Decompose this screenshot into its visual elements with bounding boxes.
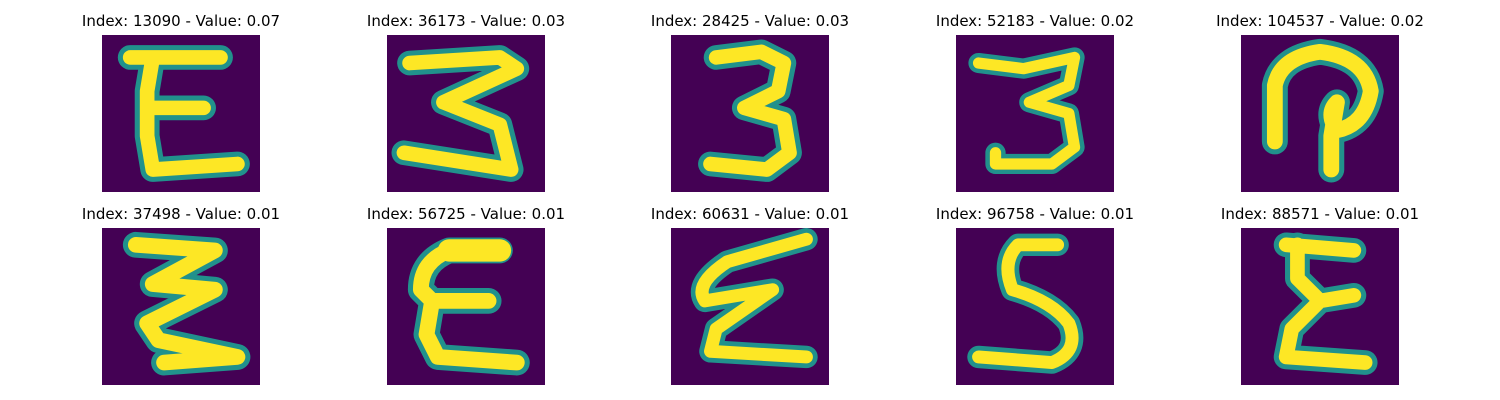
digit-image [1241, 228, 1399, 385]
panel-title: Index: 37498 - Value: 0.01 [81, 205, 281, 223]
digit-image [387, 35, 545, 192]
panel-title: Index: 104537 - Value: 0.02 [1216, 12, 1424, 30]
panel-title: Index: 56725 - Value: 0.01 [366, 205, 566, 223]
digit-image [1241, 35, 1399, 192]
digit-image [956, 228, 1114, 385]
panel-title: Index: 88571 - Value: 0.01 [1220, 205, 1420, 223]
digit-image [671, 228, 829, 385]
panel-title: Index: 52183 - Value: 0.02 [935, 12, 1135, 30]
digit-image [102, 35, 260, 192]
panel-title: Index: 60631 - Value: 0.01 [650, 205, 850, 223]
digit-image [102, 228, 260, 385]
panel-title: Index: 28425 - Value: 0.03 [650, 12, 850, 30]
panel-title: Index: 13090 - Value: 0.07 [81, 12, 281, 30]
digit-image [956, 35, 1114, 192]
digit-image [671, 35, 829, 192]
panel-title: Index: 36173 - Value: 0.03 [366, 12, 566, 30]
panel-title: Index: 96758 - Value: 0.01 [935, 205, 1135, 223]
digit-image [387, 228, 545, 385]
